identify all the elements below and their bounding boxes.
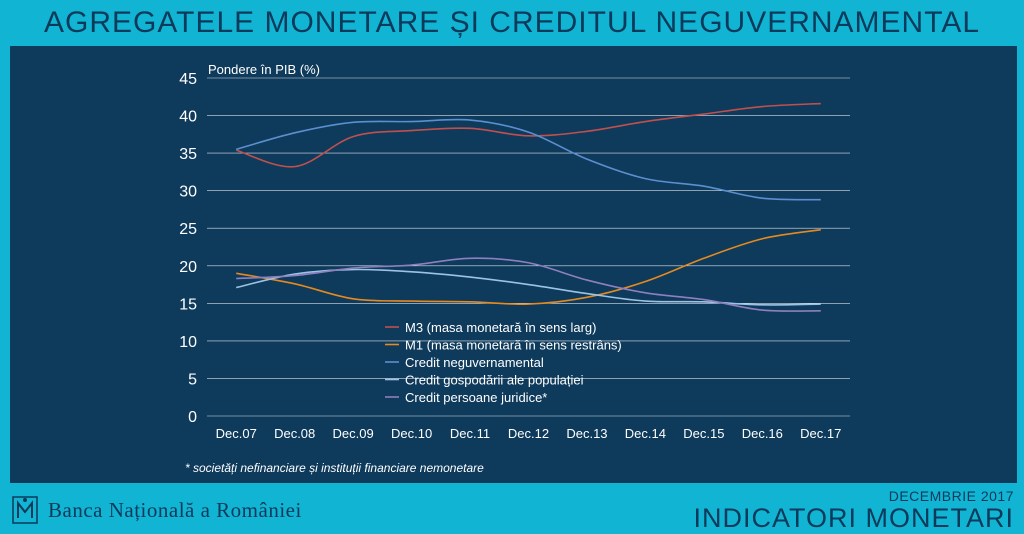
y-tick-label: 20: [179, 259, 197, 276]
footnote: * societăți nefinanciare și instituții f…: [185, 461, 484, 475]
x-tick-label: Dec.17: [800, 426, 841, 441]
x-tick-label: Dec.16: [742, 426, 783, 441]
y-tick-label: 40: [179, 109, 197, 126]
bank-name: Banca Națională a României: [48, 497, 302, 522]
series-line: [235, 102, 821, 168]
bank-logo: Banca Națională a României: [10, 492, 302, 528]
y-tick-label: 10: [179, 334, 197, 351]
series-line: [236, 228, 821, 306]
x-tick-label: Dec.11: [450, 426, 490, 441]
y-axis-label: Pondere în PIB (%): [208, 62, 320, 77]
series-line: [236, 268, 821, 306]
report-info: DECEMBRIE 2017 INDICATORI MONETARI: [693, 488, 1014, 532]
series-line: [236, 257, 821, 312]
y-tick-label: 5: [188, 371, 197, 388]
chart-panel: 0 5 10 15 20 25 30 35 40 45 Dec.07 Dec.08 Dec.09 Dec…: [10, 46, 1017, 483]
legend: M3 (masa monetară în sens larg) M1 (masa …: [385, 320, 622, 405]
legend-label: Credit gospodării ale populației: [405, 373, 584, 388]
page-title: AGREGATELE MONETARE ȘI CREDITUL NEGUVERN…: [43, 6, 981, 39]
y-tick-label: 0: [188, 409, 197, 426]
y-tick-label: 45: [179, 71, 197, 88]
x-tick-label: Dec.15: [683, 426, 724, 441]
y-tick-label: 35: [179, 146, 197, 163]
series-line: [236, 118, 821, 201]
chart: 0 5 10 15 20 25 30 35 40 45 Dec.07 Dec.08 Dec.09 Dec…: [179, 62, 850, 475]
legend-label: M3 (masa monetară în sens larg): [405, 320, 596, 335]
y-tick-label: 25: [179, 221, 197, 238]
x-tick-label: Dec.08: [274, 426, 315, 441]
bank-emblem-icon: [12, 496, 38, 524]
x-tick-label: Dec.12: [508, 426, 549, 441]
x-tick-label: Dec.10: [391, 426, 432, 441]
report-title: INDICATORI MONETARI: [693, 503, 1014, 533]
x-tick-label: Dec.13: [566, 426, 607, 441]
y-tick-label: 30: [179, 184, 197, 201]
legend-label: Credit persoane juridice*: [405, 390, 547, 405]
x-tick-label: Dec.14: [625, 426, 666, 441]
legend-label: M1 (masa monetară în sens restrâns): [405, 338, 622, 353]
legend-label: Credit neguvernamental: [405, 355, 544, 370]
y-tick-label: 15: [179, 296, 197, 313]
x-tick-label: Dec.07: [216, 426, 257, 441]
report-date: DECEMBRIE 2017: [888, 488, 1014, 504]
x-tick-label: Dec.09: [333, 426, 374, 441]
